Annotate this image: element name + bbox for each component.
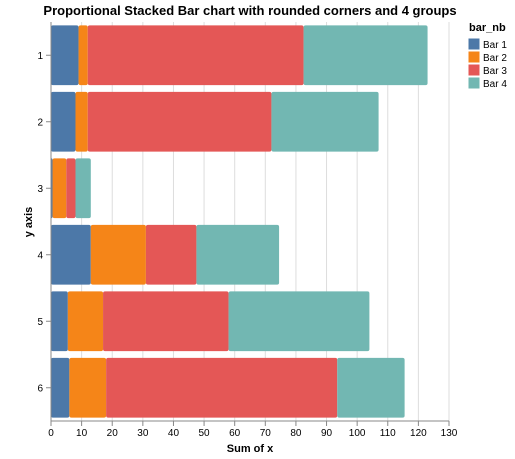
x-tick-label: 130 [441, 428, 458, 439]
bar-segment [90, 224, 146, 285]
bar-segment [87, 25, 304, 86]
bar-segment [228, 291, 370, 352]
bar-segment [75, 91, 88, 152]
bar-segment [303, 25, 428, 86]
y-tick-label: 2 [37, 117, 43, 128]
x-tick-label: 40 [168, 428, 180, 439]
legend-label: Bar 2 [483, 53, 507, 64]
x-tick-label: 100 [349, 428, 366, 439]
y-tick-label: 1 [37, 51, 43, 62]
x-tick-label: 70 [260, 428, 272, 439]
axes: 0 10 20 30 40 50 60 70 80 90 100 110 120 130 1 2 3 4 5 6 [37, 22, 458, 439]
bar-segment [51, 291, 68, 352]
bar-segment [52, 158, 67, 219]
y-axis-title: y axis [23, 207, 35, 238]
x-tick-label: 10 [76, 428, 88, 439]
bar-segment [106, 357, 338, 418]
bar-segment [337, 357, 405, 418]
x-tick-label: 110 [380, 428, 396, 439]
legend-swatch [468, 64, 480, 76]
bar-segment [67, 291, 104, 352]
y-tick-label: 3 [37, 184, 43, 195]
legend-title: bar_nb [469, 22, 506, 34]
y-tick-label: 4 [37, 250, 43, 261]
bar-segment [271, 91, 379, 152]
grid-lines [50, 22, 450, 421]
x-axis-title: Sum of x [227, 443, 274, 455]
bar-segment [51, 357, 70, 418]
bar-segment [87, 91, 272, 152]
x-tick-label: 20 [107, 428, 119, 439]
bar-segment [75, 158, 91, 219]
bar-segment [51, 25, 79, 86]
y-tick-label: 5 [37, 317, 43, 328]
x-tick-label: 120 [410, 428, 427, 439]
x-tick-label: 60 [229, 428, 241, 439]
legend-label: Bar 1 [483, 40, 507, 51]
x-tick-label: 30 [137, 428, 149, 439]
bar-segment [196, 224, 280, 285]
legend-swatch [468, 51, 480, 63]
bar-segment [51, 224, 91, 285]
x-tick-label: 90 [321, 428, 333, 439]
legend-swatch [468, 77, 480, 89]
x-tick-label: 80 [290, 428, 302, 439]
bar-segment [69, 357, 107, 418]
legend-label: Bar 4 [483, 79, 507, 90]
x-tick-label: 0 [48, 428, 54, 439]
bar-segment [66, 158, 76, 219]
chart-title: Proportional Stacked Bar chart with roun… [43, 3, 456, 18]
legend-swatch [468, 38, 480, 50]
bar-segment [51, 91, 76, 152]
y-tick-label: 6 [37, 383, 43, 394]
bars [51, 25, 428, 418]
x-tick-label: 50 [199, 428, 211, 439]
bar-segment [103, 291, 229, 352]
legend-label: Bar 3 [483, 66, 507, 77]
bar-segment [145, 224, 197, 285]
bar-segment [78, 25, 88, 86]
legend: bar_nb Bar 1 Bar 2 Bar 3 Bar 4 [468, 22, 507, 90]
